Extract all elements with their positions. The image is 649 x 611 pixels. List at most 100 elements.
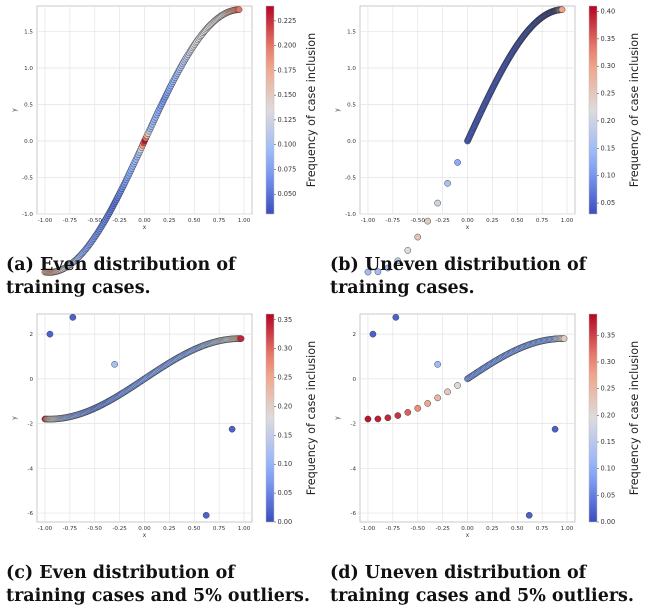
x-axis-label: x — [466, 225, 470, 231]
colorbar-tick-label: 0.15 — [278, 431, 293, 439]
y-tick-label: -1.0 — [345, 212, 356, 218]
outlier-point — [392, 314, 400, 321]
y-tick-label: -0.5 — [345, 176, 356, 182]
colorbar-tick-label: 0.30 — [278, 345, 293, 353]
outlier-point — [228, 425, 236, 433]
colorbar-tick-label: 0.15 — [601, 144, 616, 152]
data-point — [374, 415, 382, 423]
outlier-point — [551, 425, 559, 433]
colorbar-tick-label: 0.050 — [278, 190, 297, 198]
colorbar-tick-label: 0.05 — [601, 491, 616, 499]
colorbar-tick-label: 0.25 — [601, 385, 616, 393]
outlier-point — [46, 330, 54, 338]
y-tick-label: 2 — [352, 332, 356, 338]
x-tick-label: -0.50 — [410, 526, 425, 532]
colorbar-tick-label: 0.40 — [601, 7, 616, 15]
y-tick-label: 0.0 — [347, 139, 356, 145]
y-tick-label: 1.5 — [347, 30, 356, 36]
x-tick-label: -0.25 — [435, 526, 450, 532]
y-axis-label: y — [12, 416, 18, 420]
colorbar — [265, 313, 275, 523]
colorbar-label: Frequency of case inclusion — [305, 341, 318, 495]
x-tick-label: 0.50 — [511, 218, 524, 224]
x-tick-label: 0.00 — [461, 218, 474, 224]
data-point — [394, 257, 402, 265]
data-point — [384, 264, 392, 272]
data-point — [404, 409, 412, 416]
data-point — [558, 6, 566, 13]
data-point — [374, 268, 382, 276]
y-tick-label: -6 — [27, 511, 33, 517]
data-point — [454, 159, 461, 166]
data-point — [414, 233, 422, 241]
x-tick-label: 0.00 — [138, 218, 151, 224]
colorbar-tick-label: 0.00 — [278, 518, 293, 526]
x-tick-label: -0.50 — [410, 218, 425, 224]
panel-c: -1.00 -0.75 -0.50 -0.25 0.00 0.25 0.50 0.75 1.00… — [12, 313, 318, 539]
colorbar-tick-label: 0.10 — [601, 172, 616, 180]
data-point — [384, 414, 392, 422]
x-tick-label: 0.25 — [163, 526, 176, 532]
colorbar-tick-label: 0.15 — [601, 438, 616, 446]
outlier-point — [202, 511, 210, 519]
colorbar-tick-label: 0.00 — [601, 518, 616, 526]
x-tick-label: -0.25 — [435, 218, 450, 224]
colorbar — [588, 313, 598, 523]
x-tick-label: 1.00 — [561, 218, 574, 224]
colorbar-tick-label: 0.20 — [278, 402, 293, 410]
x-tick-label: 1.00 — [238, 526, 251, 532]
data-point — [434, 199, 441, 207]
data-point — [444, 388, 451, 396]
outlier-point — [69, 314, 77, 321]
x-tick-label: 0.75 — [213, 218, 226, 224]
y-tick-label: -1.0 — [22, 212, 33, 218]
y-tick-label: 2 — [29, 332, 33, 338]
y-tick-label: -2 — [27, 422, 33, 428]
data-point — [424, 400, 432, 407]
x-tick-label: 0.50 — [188, 526, 201, 532]
y-axis-label: y — [335, 416, 341, 420]
y-tick-label: -0.5 — [22, 176, 33, 182]
colorbar-tick-label: 0.10 — [278, 460, 293, 468]
caption-d: (d) Uneven distribution of training case… — [330, 563, 635, 606]
data-point — [444, 180, 451, 187]
y-tick-label: 1.5 — [24, 30, 33, 36]
outlier-point — [434, 360, 441, 368]
y-tick-label: 1.0 — [347, 66, 356, 72]
y-tick-label: 1.0 — [24, 66, 33, 72]
colorbar-tick-label: 0.35 — [601, 35, 616, 43]
data-point — [414, 404, 422, 412]
x-tick-label: 0.25 — [486, 526, 499, 532]
x-tick-label: -1.00 — [38, 526, 53, 532]
caption-c: (c) Even distribution of training cases … — [6, 563, 311, 606]
x-tick-label: -0.75 — [386, 526, 401, 532]
colorbar-tick-label: 0.225 — [278, 17, 297, 25]
colorbar-tick-label: 0.35 — [278, 316, 293, 324]
x-tick-label: -1.00 — [361, 526, 376, 532]
y-tick-label: 0.0 — [24, 139, 33, 145]
x-tick-label: -0.50 — [87, 526, 102, 532]
x-tick-label: 0.75 — [213, 526, 226, 532]
data-point — [560, 335, 568, 342]
caption-a: (a) Even distribution of training cases. — [6, 255, 236, 298]
x-tick-label: -0.75 — [386, 218, 401, 224]
colorbar-label: Frequency of case inclusion — [305, 33, 318, 187]
y-tick-label: -4 — [27, 466, 33, 472]
data-point — [454, 382, 461, 389]
caption-b: (b) Uneven distribution of training case… — [330, 255, 587, 298]
x-tick-label: 1.00 — [561, 526, 574, 532]
colorbar-tick-label: 0.30 — [601, 358, 616, 366]
panel-a: -1.00 -0.75 -0.50 -0.25 0.00 0.25 0.50 0.75 1.00… — [12, 5, 318, 276]
colorbar-label: Frequency of case inclusion — [628, 341, 641, 495]
colorbar-tick-label: 0.150 — [278, 91, 297, 99]
x-tick-label: -0.75 — [63, 526, 78, 532]
y-tick-label: -4 — [350, 466, 356, 472]
data-point — [364, 415, 372, 423]
data-point — [434, 394, 441, 402]
x-tick-label: -1.00 — [38, 218, 53, 224]
colorbar-tick-label: 0.25 — [278, 374, 293, 382]
x-tick-label: 0.75 — [536, 526, 549, 532]
y-tick-label: 0.5 — [24, 103, 33, 109]
x-tick-label: -1.00 — [361, 218, 376, 224]
